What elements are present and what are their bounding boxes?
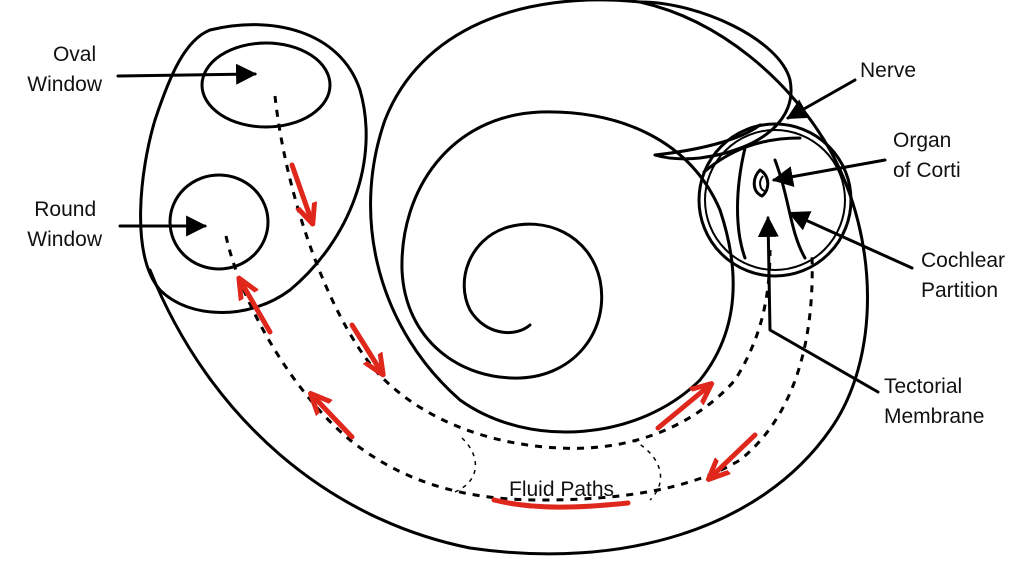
tectorial-membrane-pointer [757,215,880,394]
fluid-connector-right [632,439,662,501]
oval-window-pointer [116,63,258,85]
round-window [168,173,270,271]
cochlear-duct-outer [697,122,853,278]
nerve-pointer [786,78,857,120]
organ-of-corti-inner [759,175,766,192]
cochlea-inner-shell [369,0,735,434]
cochlear-partition-pointer [788,211,914,270]
oval-window [200,41,332,129]
cochlea-outer-outline [148,0,869,556]
cochlea-upper-lobe [638,0,793,161]
reissner-membrane [702,136,802,174]
scala-media-boundary [736,146,747,260]
cochlea-spiral [400,110,722,380]
cochlea-upper-lobe-inner [653,123,762,157]
fluid-path-upper [273,95,772,450]
base-enclosure [139,23,368,314]
cochlear-duct-inner [704,129,846,271]
fluid-flow-arrow-return [240,280,273,335]
fluid-paths-underline [491,497,631,510]
fluid-flow-arrow-up [655,385,710,431]
fluid-path-lower [224,235,814,502]
tectorial-membrane-label: Tectorial Membrane [884,375,984,428]
nerve-label: Nerve [860,59,916,82]
round-window-label: Round Window [27,198,103,251]
fluid-connector-left [454,437,477,493]
organ-of-corti-shape [752,168,770,198]
organ-of-corti-pointer [771,158,887,187]
fluid-paths-label: Fluid Paths [509,478,614,501]
oval-window-label: Oval Window [27,43,103,96]
cochlear-partition-label: Cochlear Partition [921,249,1011,302]
fluid-flow-arrow-return [710,432,758,478]
fluid-flow-arrow-down [289,162,312,222]
organ-of-corti-label: Organ of Corti [893,129,961,182]
fluid-flow-arrow-down [349,322,382,373]
fluid-flow-arrow-return [312,395,355,440]
